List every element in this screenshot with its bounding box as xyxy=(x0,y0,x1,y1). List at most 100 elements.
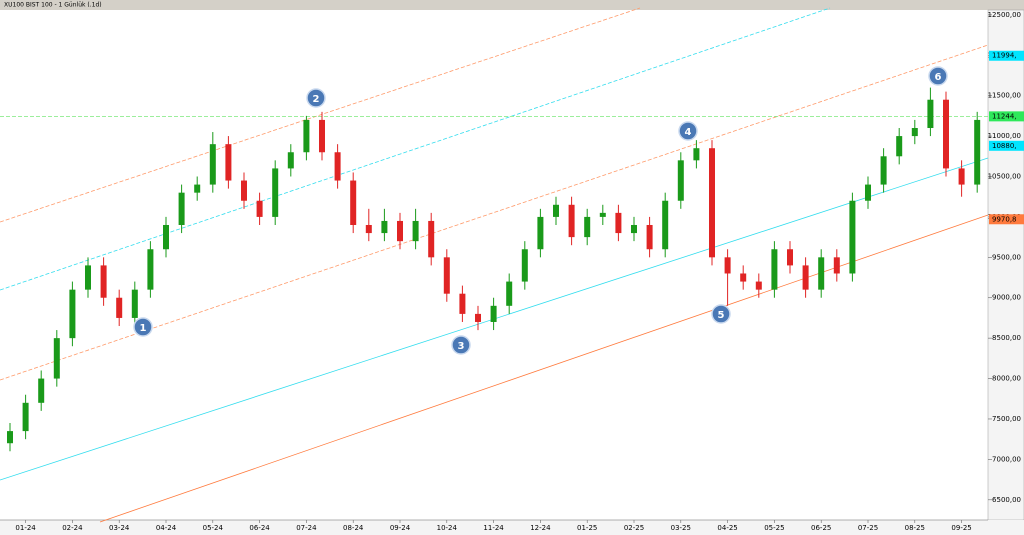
y-tick-label: 11500,00 xyxy=(988,92,1021,100)
trend-line xyxy=(0,7,831,291)
candle-body xyxy=(771,249,778,290)
price-label: 10880, xyxy=(992,142,1017,150)
x-tick-label: 04-24 xyxy=(156,524,177,532)
candle-body xyxy=(163,224,169,250)
x-tick-label: 01-25 xyxy=(577,524,597,532)
candle-body xyxy=(490,305,497,322)
candle-body xyxy=(7,431,13,444)
candle-body xyxy=(833,257,840,274)
candle-body xyxy=(178,192,185,225)
candle-body xyxy=(818,257,825,290)
x-tick-label: 05-25 xyxy=(764,524,784,532)
x-tick-label: 03-25 xyxy=(671,524,691,532)
candle-body xyxy=(802,265,809,290)
trend-line xyxy=(0,7,641,223)
annotation-marker xyxy=(928,66,948,86)
candle-body xyxy=(787,249,793,266)
title-bar xyxy=(0,0,1024,10)
price-label-box xyxy=(989,140,1024,151)
x-tick-label: 08-25 xyxy=(905,524,925,532)
x-tick-label: 06-24 xyxy=(249,524,270,532)
candle-body xyxy=(475,313,481,322)
candle-body xyxy=(974,119,981,185)
annotation-marker xyxy=(451,335,471,355)
candle-body xyxy=(724,257,731,274)
candle-body xyxy=(755,281,762,290)
candle-body xyxy=(506,281,513,306)
candle-body xyxy=(428,220,435,258)
x-axis-panel xyxy=(0,520,1024,535)
candle-body xyxy=(911,128,918,137)
candle-body xyxy=(334,152,341,181)
y-tick-label: 10500,00 xyxy=(988,172,1021,180)
annotation-marker xyxy=(306,88,326,108)
y-tick-label: 7000,00 xyxy=(992,455,1021,463)
x-tick-label: 07-24 xyxy=(296,524,317,532)
annotation-label: 2 xyxy=(313,94,320,105)
candle-body xyxy=(584,216,591,238)
y-tick-label: 6500,00 xyxy=(992,496,1021,504)
price-label-box xyxy=(989,214,1024,225)
x-tick-label: 08-24 xyxy=(343,524,364,532)
y-tick-label: 8000,00 xyxy=(992,375,1021,383)
candle-body xyxy=(646,224,653,250)
price-label-box xyxy=(989,50,1024,61)
candle-body xyxy=(287,152,294,169)
candle-body xyxy=(537,216,544,250)
candle-body xyxy=(896,136,903,157)
price-label: 9970,8 xyxy=(992,215,1017,223)
chart-title: XU100 BIST 100 - 1 Günlük (.1d) xyxy=(4,2,102,9)
price-label: 11994, xyxy=(992,52,1017,60)
candle-body xyxy=(865,184,871,201)
annotation-marker xyxy=(133,317,153,337)
x-tick-label: 06-25 xyxy=(811,524,831,532)
x-tick-label: 07-25 xyxy=(858,524,878,532)
candle-body xyxy=(241,180,247,201)
candle-body xyxy=(397,220,403,242)
candle-body xyxy=(381,220,388,234)
candle-body xyxy=(116,297,123,318)
candle-body xyxy=(225,144,232,181)
candle-body xyxy=(709,148,715,258)
candle-body xyxy=(147,249,154,290)
candle-body xyxy=(521,249,528,282)
candle-body xyxy=(412,220,419,242)
candle-body xyxy=(131,289,138,318)
candle-body xyxy=(100,265,107,298)
candle-body xyxy=(693,148,700,161)
candle-body xyxy=(22,402,29,432)
candle-body xyxy=(927,99,934,129)
x-tick-label: 09-24 xyxy=(390,524,411,532)
trend-line xyxy=(99,214,989,523)
y-tick-label: 12500,00 xyxy=(988,11,1021,19)
annotation-label: 6 xyxy=(935,72,942,83)
candle-body xyxy=(38,378,45,403)
candle-body xyxy=(662,200,669,250)
candle-body xyxy=(85,265,91,290)
candle-body xyxy=(209,144,216,185)
y-tick-label: 9500,00 xyxy=(992,253,1021,261)
annotation-label: 3 xyxy=(458,341,465,352)
candle-body xyxy=(69,289,76,339)
annotation-label: 1 xyxy=(140,323,147,334)
price-label: 11244, xyxy=(992,112,1017,120)
candle-body xyxy=(943,99,949,169)
candle-body xyxy=(443,257,450,294)
annotation-label: 5 xyxy=(718,310,725,321)
x-tick-label: 04-25 xyxy=(717,524,737,532)
candle-body xyxy=(958,168,965,185)
candle-body xyxy=(553,204,559,217)
y-tick-label: 11000,00 xyxy=(988,132,1021,140)
x-tick-label: 02-25 xyxy=(624,524,644,532)
x-tick-label: 03-24 xyxy=(109,524,130,532)
candle-body xyxy=(849,200,856,274)
annotation-label: 4 xyxy=(685,127,692,138)
candle-body xyxy=(256,200,263,217)
candle-body xyxy=(303,119,310,153)
candle-body xyxy=(615,212,622,234)
candle-body xyxy=(365,224,372,234)
candle-body xyxy=(194,184,201,193)
price-label-box xyxy=(989,111,1024,122)
